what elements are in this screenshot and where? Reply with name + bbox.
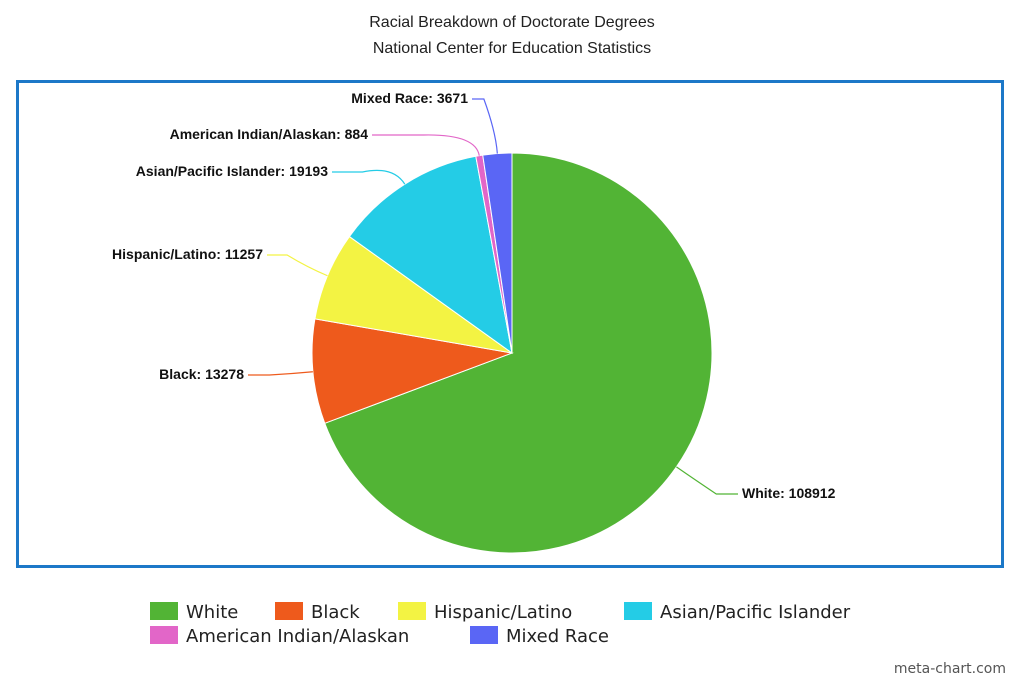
legend-swatch-mixed-race <box>470 626 498 644</box>
legend-label-asian-pacific-islander: Asian/Pacific Islander <box>660 602 851 623</box>
watermark: meta-chart.com <box>893 661 1006 677</box>
legend-swatch-asian-pacific-islander <box>624 602 652 620</box>
legend-swatch-white <box>150 602 178 620</box>
leader-line-mixed-race <box>472 98 498 154</box>
legend-label-mixed-race: Mixed Race <box>506 626 609 647</box>
legend-swatch-american-indian-alaskan <box>150 626 178 644</box>
legend-label-american-indian-alaskan: American Indian/Alaskan <box>186 626 409 647</box>
chart-subtitle: National Center for Education Statistics <box>372 40 652 57</box>
legend-swatch-hispanic-latino <box>398 602 426 620</box>
legend-label-hispanic-latino: Hispanic/Latino <box>434 602 572 623</box>
chart-title: Racial Breakdown of Doctorate Degrees <box>369 14 655 31</box>
data-label-mixed-race: Mixed Race: 3671 <box>351 90 468 106</box>
data-label-black: Black: 13278 <box>159 366 244 382</box>
leader-line-hispanic-latino <box>267 254 328 277</box>
leader-line-white <box>676 466 738 495</box>
legend-label-black: Black <box>311 602 360 623</box>
leader-line-asian-pacific-islander <box>332 169 406 185</box>
leader-line-black <box>248 371 313 376</box>
data-label-hispanic-latino: Hispanic/Latino: 11257 <box>112 246 263 262</box>
data-label-asian-pacific-islander: Asian/Pacific Islander: 19193 <box>136 163 328 179</box>
pie-slice-asian-pacific-islander <box>348 155 513 355</box>
chart-title-block: Racial Breakdown of Doctorate Degrees Na… <box>0 10 1024 62</box>
leader-line-american-indian-alaskan <box>372 134 480 156</box>
plot-frame <box>16 80 1004 568</box>
data-label-white: White: 108912 <box>742 485 836 501</box>
legend-label-white: White <box>186 602 238 623</box>
legend-swatch-black <box>275 602 303 620</box>
data-label-american-indian-alaskan: American Indian/Alaskan: 884 <box>170 126 369 142</box>
